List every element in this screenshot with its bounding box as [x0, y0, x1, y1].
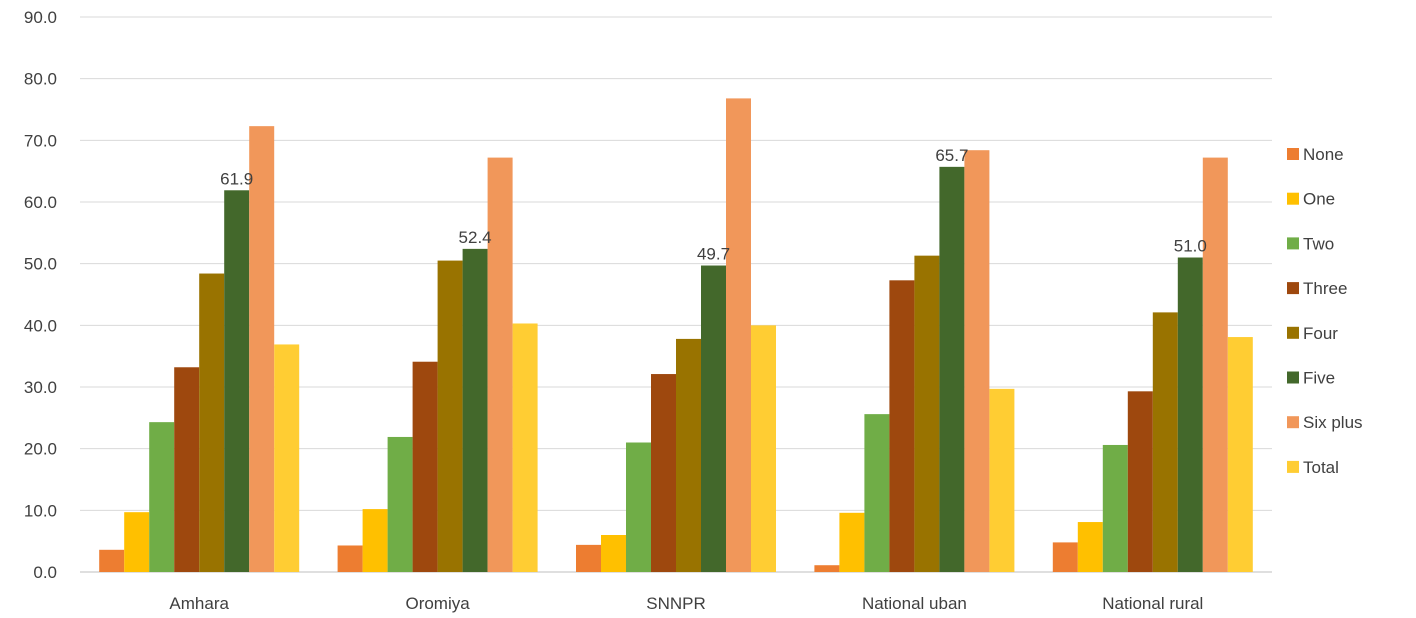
bar-five — [701, 265, 726, 572]
legend-label: Two — [1303, 234, 1334, 253]
bar-five — [462, 248, 488, 572]
data-label: 49.7 — [697, 245, 730, 264]
legend: None One Two Three Four Five Six plus Total — [1287, 145, 1363, 477]
bar-three — [412, 361, 438, 572]
legend-label: One — [1303, 190, 1335, 209]
bar-four — [914, 255, 940, 572]
legend-item-three: Three — [1287, 279, 1347, 298]
bar-none — [337, 545, 363, 572]
bar-three — [174, 367, 200, 572]
bar-total — [751, 325, 776, 572]
bar-two — [149, 422, 175, 572]
x-category-label: SNNPR — [646, 594, 706, 613]
legend-swatch — [1287, 237, 1299, 250]
legend-label: None — [1303, 145, 1344, 164]
legend-item-four: Four — [1287, 324, 1338, 343]
bar-one — [124, 512, 150, 572]
bar-six-plus — [487, 157, 513, 572]
bar-four — [676, 338, 701, 572]
bar-none — [576, 544, 601, 572]
bar-six-plus — [964, 150, 990, 572]
x-category-label: Amhara — [169, 594, 229, 613]
bars — [99, 98, 1253, 573]
bar-one — [362, 509, 388, 572]
bar-none — [814, 565, 840, 572]
y-tick-label: 90.0 — [24, 8, 57, 27]
bar-total — [1227, 337, 1253, 572]
legend-label: Four — [1303, 324, 1338, 343]
y-tick-label: 0.0 — [33, 563, 57, 582]
x-category-label: Oromiya — [405, 594, 470, 613]
bar-three — [889, 280, 915, 572]
bar-one — [839, 512, 865, 572]
bar-one — [601, 535, 626, 572]
legend-swatch — [1287, 371, 1299, 384]
bar-two — [387, 436, 413, 572]
legend-swatch — [1287, 326, 1299, 339]
legend-swatch — [1287, 460, 1299, 473]
legend-item-six-plus: Six plus — [1287, 413, 1363, 432]
y-tick-label: 80.0 — [24, 70, 57, 89]
bar-two — [626, 442, 651, 572]
bar-total — [512, 323, 538, 572]
legend-label: Three — [1303, 279, 1347, 298]
legend-label: Six plus — [1303, 413, 1363, 432]
legend-item-one: One — [1287, 190, 1335, 209]
bar-none — [1052, 542, 1078, 572]
data-labels: 61.9 52.4 49.7 65.7 51.0 — [220, 146, 1207, 264]
legend-item-total: Total — [1287, 458, 1339, 477]
data-label: 65.7 — [935, 146, 968, 165]
bar-six-plus — [726, 98, 751, 573]
bar-three — [651, 374, 676, 572]
bar-total — [989, 388, 1015, 572]
y-tick-label: 60.0 — [24, 193, 57, 212]
bar-two — [864, 414, 890, 572]
y-tick-label: 50.0 — [24, 255, 57, 274]
legend-label: Total — [1303, 458, 1339, 477]
legend-swatch — [1287, 148, 1299, 160]
legend-item-five: Five — [1287, 369, 1335, 388]
data-label: 52.4 — [459, 228, 492, 247]
x-axis-category-labels: Amhara Oromiya SNNPR National uban National … — [169, 594, 1203, 613]
y-tick-label: 40.0 — [24, 316, 57, 335]
legend-swatch — [1287, 416, 1299, 429]
x-category-label: National uban — [862, 594, 967, 613]
legend-swatch — [1287, 282, 1299, 295]
bar-three — [1127, 391, 1153, 572]
y-tick-label: 30.0 — [24, 378, 57, 397]
bar-five — [939, 166, 965, 572]
bar-total — [274, 344, 300, 572]
bar-six-plus — [249, 126, 275, 573]
bar-one — [1077, 522, 1103, 572]
bar-four — [199, 273, 225, 572]
data-label: 51.0 — [1174, 237, 1207, 256]
bar-four — [1152, 312, 1178, 572]
y-tick-label: 10.0 — [24, 501, 57, 520]
bar-four — [437, 260, 463, 572]
bar-five — [224, 190, 250, 573]
y-axis-tick-labels: 0.0 10.0 20.0 30.0 40.0 50.0 60.0 70.0 80.0 90.0 — [24, 8, 57, 582]
bar-none — [99, 549, 125, 572]
y-tick-label: 70.0 — [24, 131, 57, 150]
legend-item-none: None — [1287, 145, 1344, 164]
bar-six-plus — [1202, 157, 1228, 572]
legend-label: Five — [1303, 369, 1335, 388]
bar-two — [1102, 444, 1128, 572]
x-category-label: National rural — [1102, 594, 1203, 613]
data-label: 61.9 — [220, 169, 253, 188]
y-tick-label: 20.0 — [24, 440, 57, 459]
legend-item-two: Two — [1287, 234, 1334, 253]
legend-swatch — [1287, 192, 1299, 205]
bar-five — [1177, 257, 1203, 572]
